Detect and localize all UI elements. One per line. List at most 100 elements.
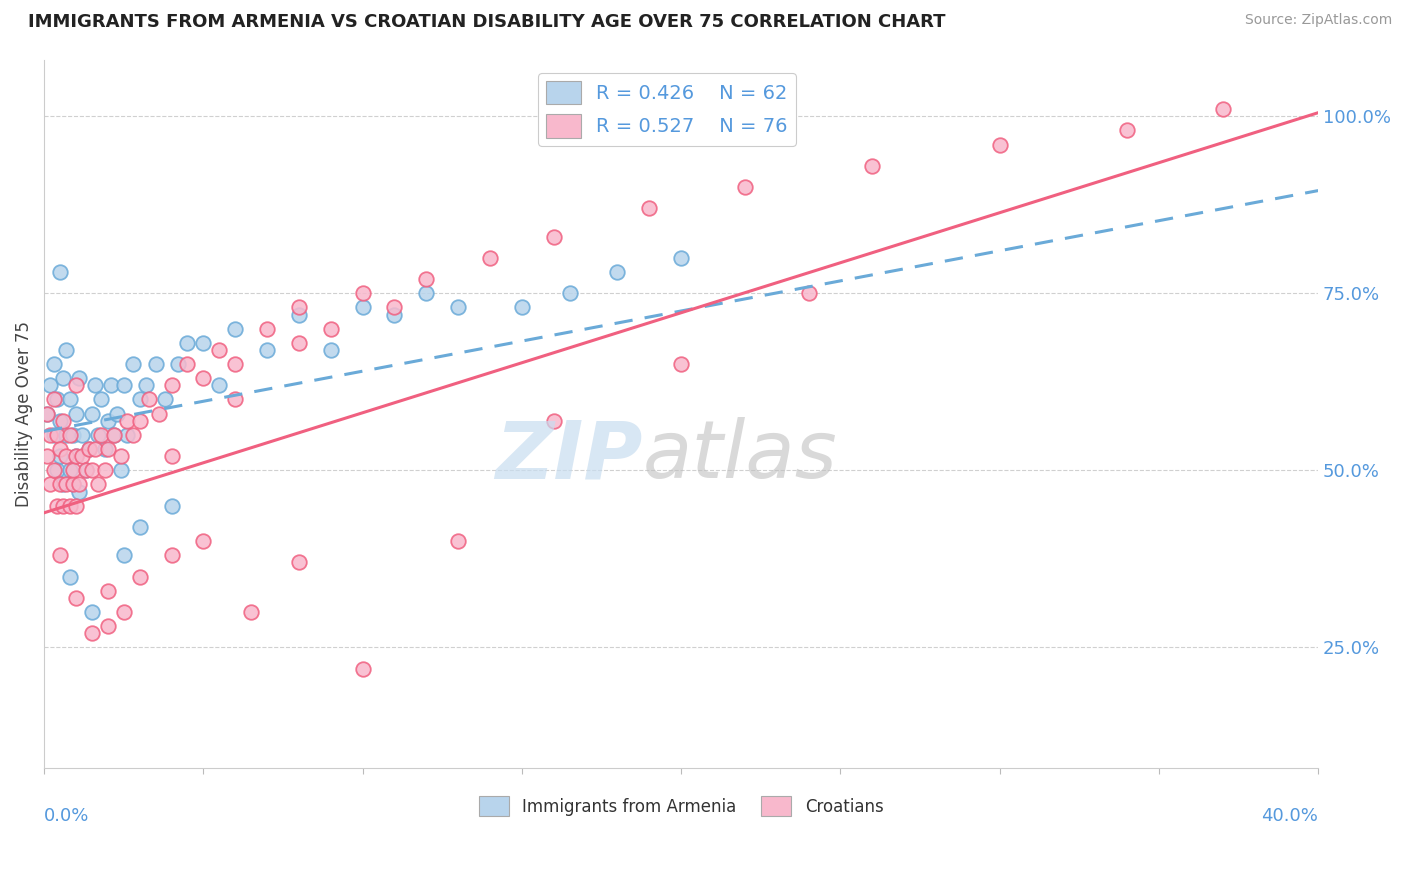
Point: [75, 463, 97, 477]
Point: [415, 272, 437, 286]
Point: [135, 378, 157, 392]
Point: [49, 442, 72, 456]
Point: [65, 378, 87, 392]
Point: [122, 357, 145, 371]
Point: [84, 442, 107, 456]
Point: [193, 534, 215, 549]
Point: [42, 357, 65, 371]
Point: [52, 499, 75, 513]
Point: [606, 265, 628, 279]
Point: [67, 477, 90, 491]
Point: [42, 463, 65, 477]
Point: [319, 321, 342, 335]
Point: [447, 301, 470, 315]
Point: [669, 251, 692, 265]
Point: [240, 605, 263, 619]
Point: [97, 619, 120, 633]
Point: [352, 286, 374, 301]
Point: [153, 392, 176, 407]
Point: [90, 392, 112, 407]
Point: [45, 499, 67, 513]
Point: [208, 343, 231, 357]
Point: [80, 407, 103, 421]
Point: [160, 449, 183, 463]
Point: [80, 626, 103, 640]
Point: [352, 662, 374, 676]
Point: [65, 499, 87, 513]
Point: [128, 392, 150, 407]
Point: [110, 463, 132, 477]
Point: [52, 477, 75, 491]
Point: [87, 428, 110, 442]
Point: [288, 308, 311, 322]
Point: [415, 286, 437, 301]
Point: [100, 378, 122, 392]
Point: [77, 442, 100, 456]
Point: [103, 428, 125, 442]
Point: [65, 449, 87, 463]
Point: [103, 428, 125, 442]
Text: 40.0%: 40.0%: [1261, 806, 1319, 824]
Point: [224, 392, 246, 407]
Point: [72, 428, 94, 442]
Point: [45, 428, 67, 442]
Point: [58, 499, 80, 513]
Point: [49, 265, 72, 279]
Point: [797, 286, 820, 301]
Point: [193, 335, 215, 350]
Legend: Immigrants from Armenia, Croatians: Immigrants from Armenia, Croatians: [472, 789, 890, 823]
Point: [49, 477, 72, 491]
Point: [58, 392, 80, 407]
Point: [479, 251, 502, 265]
Point: [145, 357, 167, 371]
Text: ZIP: ZIP: [495, 417, 643, 495]
Point: [256, 343, 278, 357]
Point: [160, 549, 183, 563]
Point: [45, 392, 67, 407]
Point: [510, 301, 533, 315]
Point: [224, 357, 246, 371]
Point: [352, 301, 374, 315]
Point: [112, 549, 135, 563]
Point: [80, 605, 103, 619]
Point: [176, 335, 198, 350]
Point: [193, 371, 215, 385]
Point: [93, 463, 115, 477]
Point: [49, 449, 72, 463]
Point: [543, 414, 565, 428]
Point: [112, 605, 135, 619]
Point: [84, 378, 107, 392]
Point: [543, 229, 565, 244]
Point: [128, 414, 150, 428]
Point: [49, 549, 72, 563]
Point: [55, 449, 77, 463]
Point: [37, 407, 59, 421]
Point: [110, 449, 132, 463]
Point: [62, 428, 84, 442]
Point: [39, 477, 62, 491]
Point: [128, 569, 150, 583]
Point: [39, 378, 62, 392]
Point: [55, 428, 77, 442]
Text: atlas: atlas: [643, 417, 838, 495]
Point: [65, 449, 87, 463]
Point: [288, 335, 311, 350]
Point: [55, 477, 77, 491]
Point: [638, 202, 661, 216]
Point: [77, 442, 100, 456]
Text: 0.0%: 0.0%: [44, 806, 90, 824]
Point: [148, 407, 170, 421]
Point: [58, 428, 80, 442]
Point: [167, 357, 190, 371]
Point: [224, 321, 246, 335]
Point: [52, 414, 75, 428]
Point: [55, 343, 77, 357]
Point: [62, 463, 84, 477]
Point: [49, 414, 72, 428]
Point: [97, 414, 120, 428]
Point: [58, 569, 80, 583]
Point: [65, 407, 87, 421]
Point: [988, 137, 1011, 152]
Point: [75, 463, 97, 477]
Point: [112, 378, 135, 392]
